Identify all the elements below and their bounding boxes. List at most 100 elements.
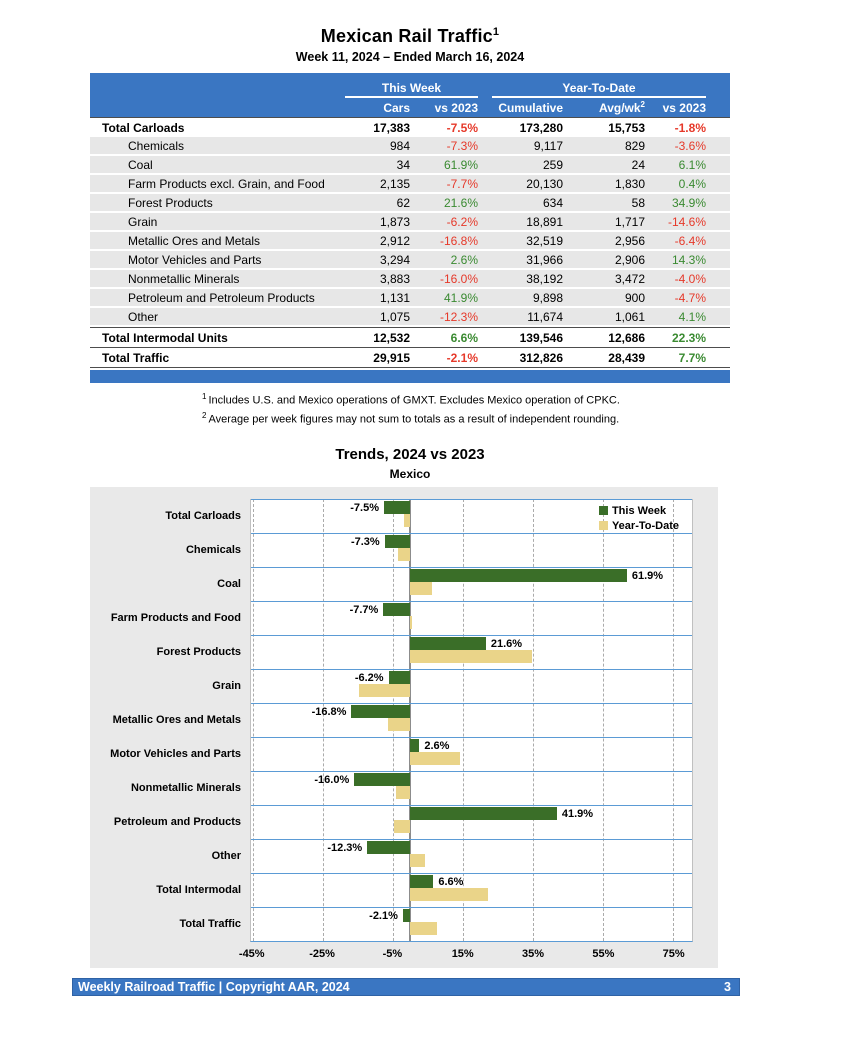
cars-cell: 1,131 xyxy=(379,290,410,305)
footnotes: 1 Includes U.S. and Mexico operations of … xyxy=(202,392,730,425)
cars-cell: 62 xyxy=(396,195,410,210)
chart-grid: Total Carloads Chemicals Coal Farm Products… xyxy=(90,499,718,943)
cars-cell: 1,075 xyxy=(379,309,410,324)
cumulative-cell: 20,130 xyxy=(526,176,563,191)
cumulative-cell: 32,519 xyxy=(526,233,563,248)
report-content: Mexican Rail Traffic1 Week 11, 2024 – En… xyxy=(90,26,730,481)
week-vs-2023-cell: 41.9% xyxy=(443,290,478,305)
category-label: Petroleum and Products xyxy=(113,816,241,829)
category-label: Chemicals xyxy=(185,544,241,557)
table-row: Farm Products excl. Grain, and Food 2,135… xyxy=(90,175,730,194)
ytd-vs-2023-cell: 6.1% xyxy=(678,157,706,172)
avg-wk-cell: 1,830 xyxy=(614,176,645,191)
chart-band: -7.7% xyxy=(251,601,692,635)
axis-spacer xyxy=(90,942,250,963)
cumulative-cell: 259 xyxy=(542,157,563,172)
x-tick-label: -45% xyxy=(238,948,265,961)
category-label: Farm Products and Food xyxy=(110,612,241,625)
bar-value-label: -12.3% xyxy=(327,842,363,855)
ytd-vs-2023-cell: 4.1% xyxy=(678,309,706,324)
table-row: Other 1,075 -12.3% 11,674 1,061 4.1% xyxy=(90,308,730,327)
chart-band: -12.3% xyxy=(251,839,692,873)
cumulative-cell: 31,966 xyxy=(526,252,563,267)
week-vs-2023-cell: -16.8% xyxy=(439,233,478,248)
column-header-week-vs-2023: vs 2023 xyxy=(434,100,478,115)
table-bottom-blue-band xyxy=(90,370,730,383)
cumulative-cell: 9,898 xyxy=(532,290,563,305)
chart-subtitle: Mexico xyxy=(389,467,431,482)
row-label-cell: Petroleum and Petroleum Products xyxy=(128,290,315,305)
row-label-cell: Farm Products excl. Grain, and Food xyxy=(128,176,325,191)
row-label-cell: Nonmetallic Minerals xyxy=(128,271,240,286)
legend-label: Year-To-Date xyxy=(611,519,679,532)
x-axis: -45% -25% -5% 15% 35% 55% 75% xyxy=(239,942,693,963)
ytd-vs-2023-cell: 14.3% xyxy=(671,252,706,267)
chart-band: 6.6% xyxy=(251,873,692,907)
week-vs-2023-cell: 2.6% xyxy=(450,252,478,267)
this-week-bar xyxy=(354,773,411,787)
row-label-cell: Coal xyxy=(128,157,153,172)
this-week-bar xyxy=(384,535,411,549)
page-footer: Weekly Railroad Traffic | Copyright AAR,… xyxy=(72,978,740,997)
footnote-2: 2 Average per week figures may not sum to… xyxy=(202,411,730,426)
bar-value-label: -6.2% xyxy=(354,672,384,685)
bar-value-label: -7.7% xyxy=(349,604,379,617)
footnote-1-text: Includes U.S. and Mexico operations of G… xyxy=(208,394,620,407)
avg-wk-cell: 900 xyxy=(624,290,645,305)
footnote-2-text: Average per week figures may not sum to … xyxy=(208,413,620,426)
traffic-table: This Week Year-To-Date Cars vs 2023 Cumu… xyxy=(90,73,730,383)
ytd-vs-2023-cell: 7.7% xyxy=(678,350,706,365)
footnote-1-superscript: 1 xyxy=(202,392,207,401)
week-vs-2023-cell: -6.2% xyxy=(446,214,478,229)
this-week-bar xyxy=(410,807,557,821)
chart-title: Trends, 2024 vs 2023 xyxy=(335,446,485,464)
table-row: Petroleum and Petroleum Products 1,131 41.… xyxy=(90,289,730,308)
table-rule xyxy=(90,117,730,118)
this-week-bar xyxy=(410,875,434,889)
year-to-date-bar xyxy=(410,888,489,902)
week-vs-2023-cell: 61.9% xyxy=(443,157,478,172)
bar-value-label: 21.6% xyxy=(490,638,523,651)
bar-value-label: -16.0% xyxy=(314,774,350,787)
cumulative-cell: 9,117 xyxy=(533,138,563,153)
table-column-header-row: Cars vs 2023 Cumulative Avg/wk2 vs 2023 xyxy=(90,98,730,117)
legend-item: Year-To-Date xyxy=(598,518,679,533)
cars-cell: 17,383 xyxy=(373,120,410,135)
row-label-cell: Grain xyxy=(128,214,158,229)
year-to-date-bar xyxy=(410,616,412,630)
column-header-cumulative: Cumulative xyxy=(498,100,563,115)
table-row: Coal 34 61.9% 259 24 6.1% xyxy=(90,156,730,175)
chart-band: -2.1% xyxy=(251,907,692,941)
this-week-bar xyxy=(351,705,411,719)
avg-wk-text: Avg/wk xyxy=(598,101,641,115)
row-label-cell: Chemicals xyxy=(128,138,185,153)
year-to-date-bar xyxy=(410,854,425,868)
page-title: Mexican Rail Traffic1 xyxy=(90,26,730,47)
bar-value-label: 61.9% xyxy=(631,570,664,583)
table-row: Nonmetallic Minerals 3,883 -16.0% 38,192 3,4… xyxy=(90,270,730,289)
year-to-date-bar xyxy=(396,786,411,800)
chart-band: 21.6% xyxy=(251,635,692,669)
cars-cell: 984 xyxy=(389,138,410,153)
table-row: Total Carloads 17,383 -7.5% 173,280 15,753 -1… xyxy=(90,118,730,137)
x-tick-label: 55% xyxy=(592,948,615,961)
ytd-vs-2023-cell: -4.0% xyxy=(674,271,706,286)
chart-band: 61.9% xyxy=(251,567,692,601)
this-week-bar xyxy=(410,569,627,583)
avg-wk-cell: 12,686 xyxy=(608,330,645,345)
cars-cell: 1,873 xyxy=(379,214,410,229)
table-rule xyxy=(90,327,730,328)
avg-wk-cell: 58 xyxy=(631,195,645,210)
year-to-date-bar xyxy=(403,514,411,528)
category-label: Metallic Ores and Metals xyxy=(112,714,241,727)
avg-wk-cell: 2,956 xyxy=(614,233,645,248)
gridline xyxy=(532,499,534,942)
cumulative-cell: 634 xyxy=(542,195,563,210)
bar-value-label: 41.9% xyxy=(561,808,594,821)
footer-page-number: 3 xyxy=(724,980,731,995)
avg-wk-cell: 2,906 xyxy=(614,252,645,267)
cumulative-cell: 38,192 xyxy=(526,271,563,286)
week-vs-2023-cell: -16.0% xyxy=(439,271,478,286)
cumulative-cell: 11,674 xyxy=(527,309,563,324)
x-tick-label: 35% xyxy=(522,948,545,961)
